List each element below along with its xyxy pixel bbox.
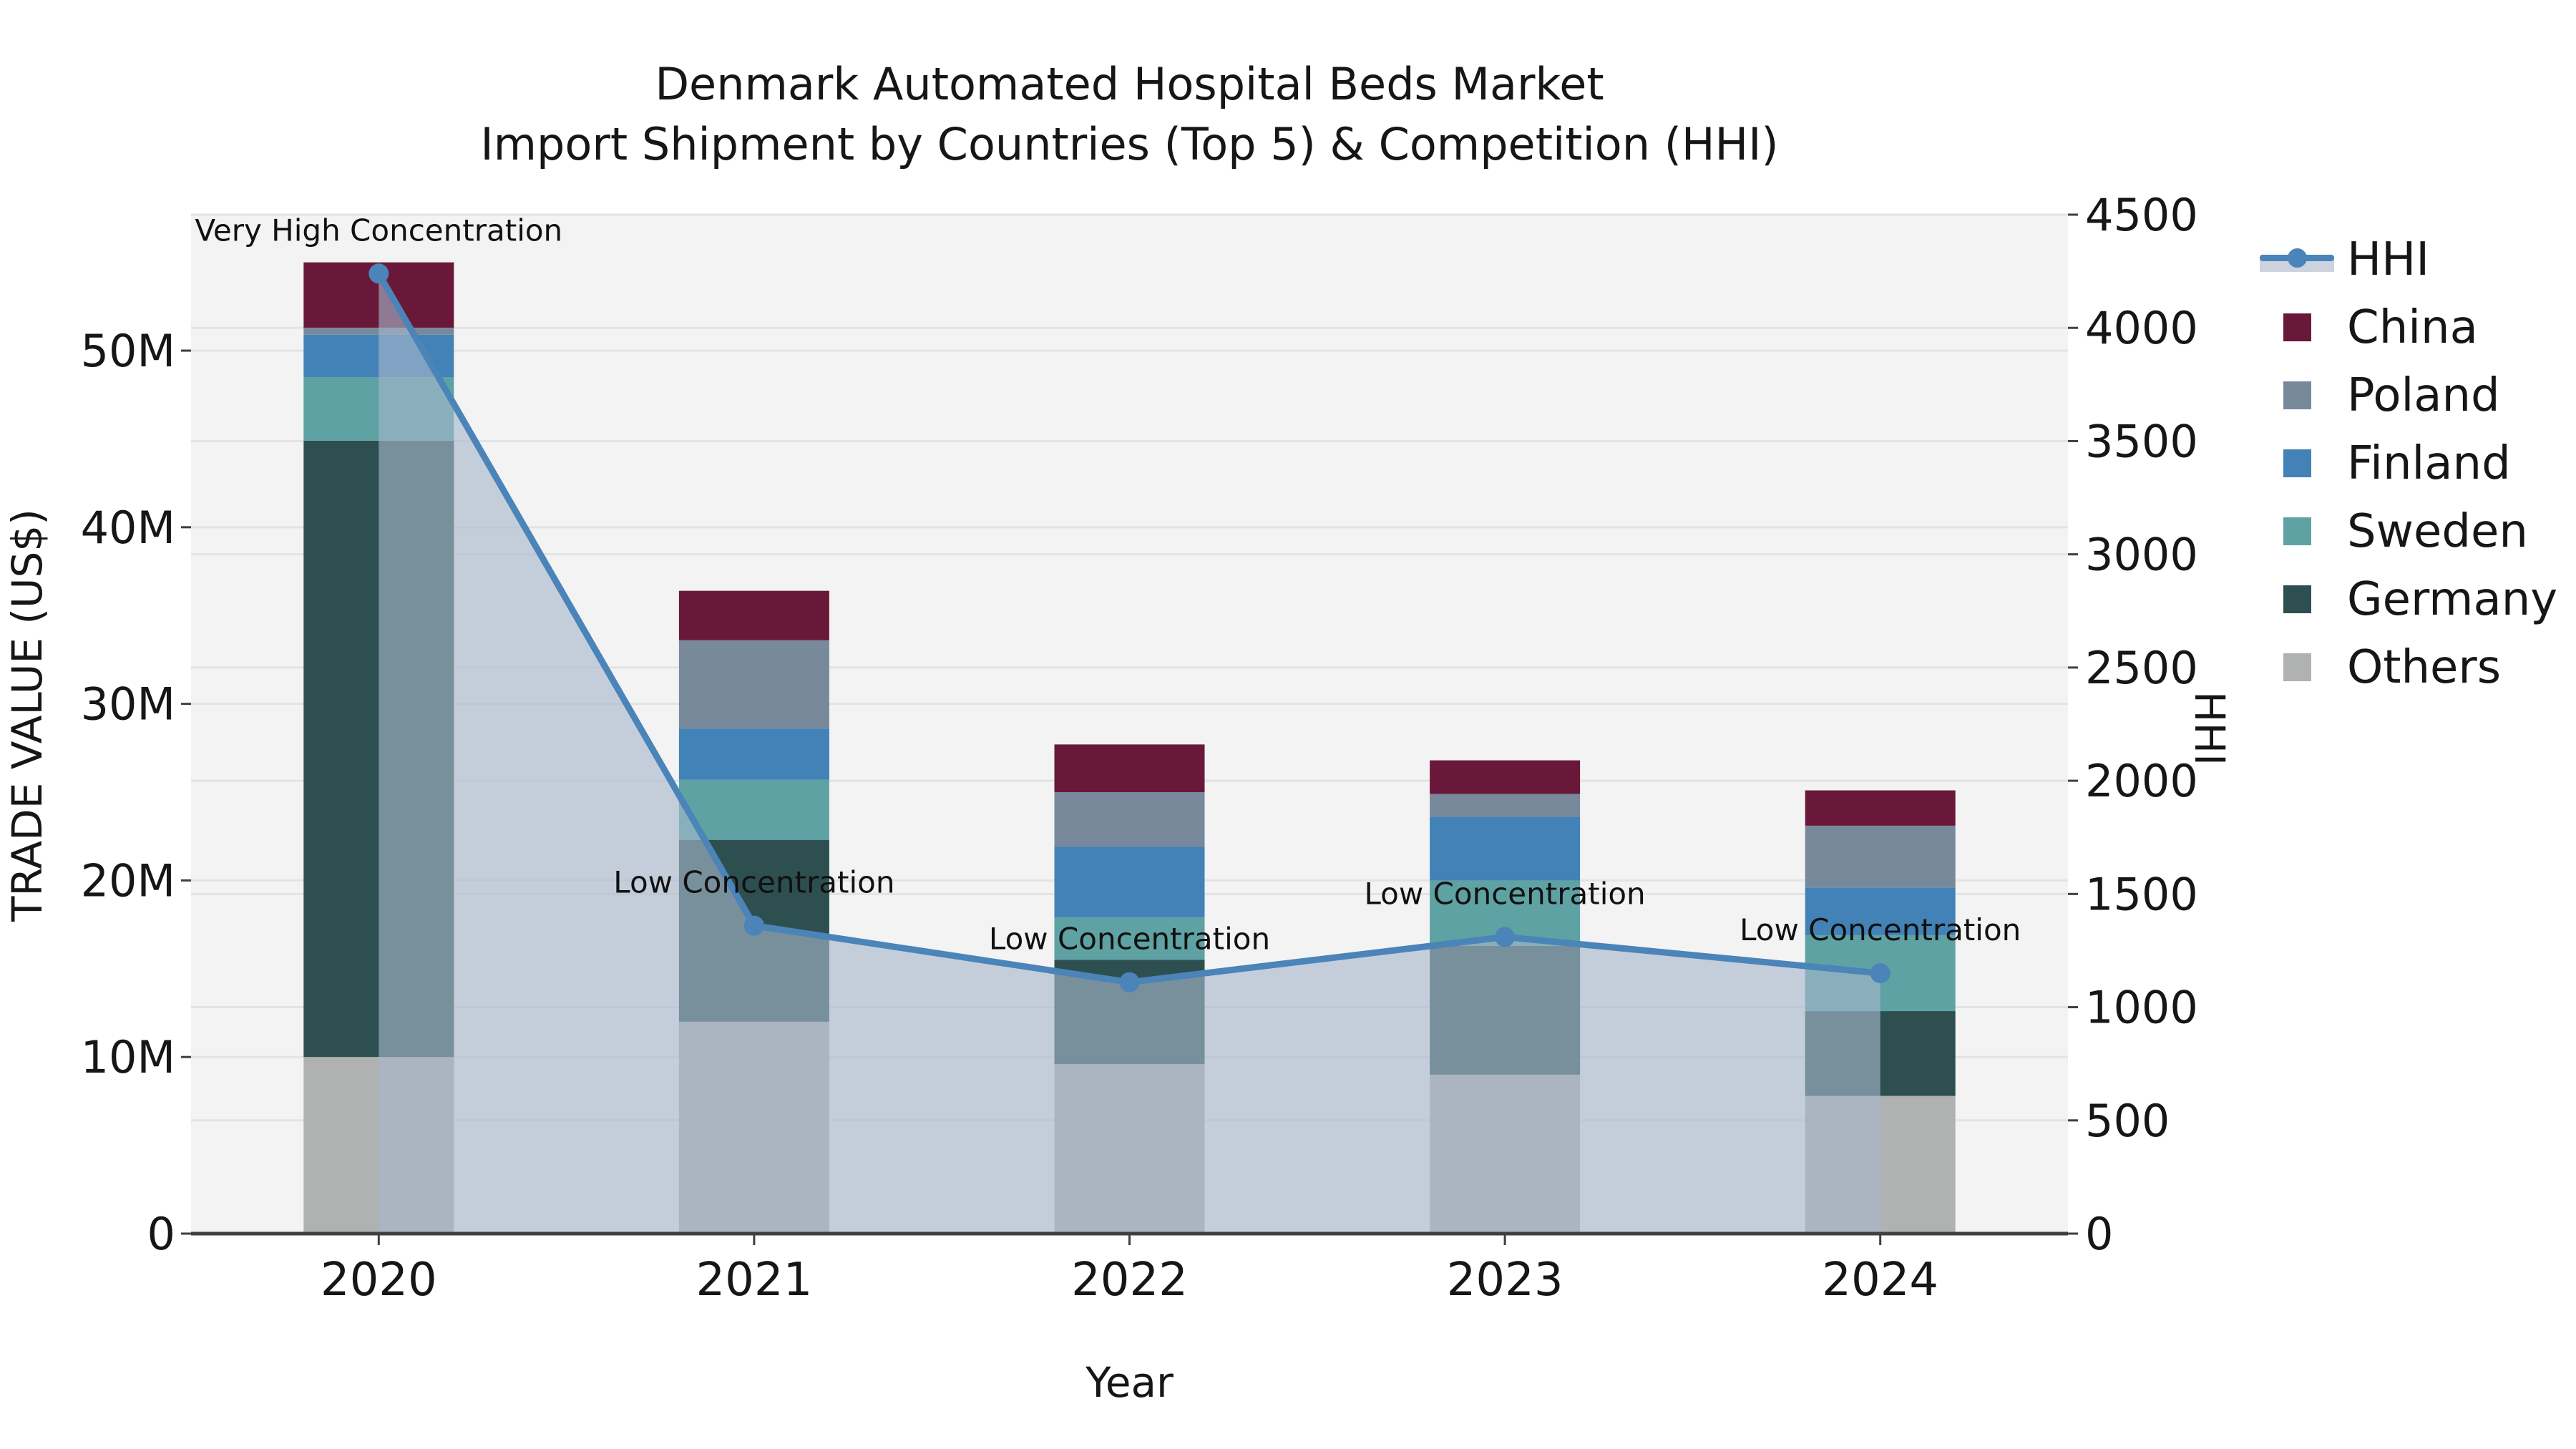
legend-label: Finland — [2347, 436, 2511, 490]
annotation-2022: Low Concentration — [989, 922, 1270, 957]
annotation-2021: Low Concentration — [613, 865, 894, 900]
chart-title-line1: Denmark Automated Hospital Beds Market — [655, 58, 1604, 110]
x-tick-labels: 2020 2021 2022 2023 2024 — [321, 1254, 1938, 1307]
legend-label: Germany — [2347, 572, 2558, 626]
hhi-area-fill — [379, 273, 1880, 1234]
legend-item-china: China — [2260, 293, 2557, 361]
y-left-tick-50M: 50M — [81, 325, 175, 377]
legend-item-sweden: Sweden — [2260, 497, 2557, 565]
annotation-2024: Low Concentration — [1740, 912, 2021, 947]
bar-segment-poland-2024 — [1805, 825, 1956, 888]
y-left-tick-40M: 40M — [81, 502, 175, 554]
legend-label: HHI — [2347, 233, 2430, 286]
legend-item-others: Others — [2260, 633, 2557, 701]
y-right-tick-0: 0 — [2085, 1208, 2113, 1260]
legend-swatch-germany — [2260, 585, 2334, 613]
hhi-marker-2021 — [743, 915, 764, 936]
x-tick-2020: 2020 — [321, 1254, 437, 1307]
bar-segment-poland-2022 — [1054, 792, 1205, 847]
bar-segment-china-2021 — [678, 590, 829, 640]
hhi-marker-2024 — [1870, 963, 1890, 984]
y-right-tick-500: 500 — [2085, 1095, 2170, 1147]
bar-segment-china-2024 — [1805, 790, 1956, 826]
legend-swatch-others — [2260, 653, 2334, 681]
bar-segment-finland-2023 — [1430, 816, 1581, 881]
hhi-marker-2020 — [369, 263, 389, 284]
hhi-markers — [369, 263, 1890, 992]
legend-label: China — [2347, 301, 2478, 354]
legend-item-poland: Poland — [2260, 361, 2557, 429]
bar-segment-poland-2021 — [678, 640, 829, 729]
y-right-tick-1500: 1500 — [2085, 868, 2198, 920]
chart-title-line2: Import Shipment by Countries (Top 5) & C… — [480, 118, 1779, 170]
legend: HHI China Poland Finland Sweden Germany Others — [2260, 225, 2557, 701]
legend-label: Poland — [2347, 369, 2500, 422]
y-right-tick-4500: 4500 — [2085, 189, 2198, 241]
y-left-tick-20M: 20M — [81, 854, 175, 907]
y-right-tick-2000: 2000 — [2085, 755, 2198, 807]
legend-label: Sweden — [2347, 504, 2528, 558]
hhi-line-symbol — [2260, 245, 2334, 275]
legend-item-finland: Finland — [2260, 429, 2557, 497]
legend-item-hhi: HHI — [2260, 225, 2557, 293]
legend-swatch-finland — [2260, 449, 2334, 477]
bar-segment-finland-2022 — [1054, 847, 1205, 918]
bar-segment-china-2022 — [1054, 744, 1205, 793]
bar-segment-finland-2021 — [678, 728, 829, 780]
bar-segment-china-2023 — [1430, 760, 1581, 794]
y-right-tick-1000: 1000 — [2085, 982, 2198, 1034]
y-axis-label-left: TRADE VALUE (US$) — [3, 509, 52, 922]
y-axis-label-right: HHI — [2185, 691, 2234, 766]
tick-marks — [181, 213, 2078, 1245]
y-right-tick-3000: 3000 — [2085, 529, 2198, 581]
annotations: Very High Concentration Low Concentration… — [195, 213, 2021, 956]
y-right-tick-4000: 4000 — [2085, 302, 2198, 354]
bar-segment-finland-2024 — [1805, 887, 1956, 935]
y-right-tick-2500: 2500 — [2085, 642, 2198, 694]
legend-swatch-sweden — [2260, 517, 2334, 545]
hhi-marker-2023 — [1495, 927, 1516, 947]
bar-segment-poland-2023 — [1430, 794, 1581, 817]
legend-item-germany: Germany — [2260, 565, 2557, 633]
legend-swatch-poland — [2260, 381, 2334, 409]
annotation-2023: Low Concentration — [1365, 876, 1646, 911]
y-right-tick-3500: 3500 — [2085, 415, 2198, 467]
hhi-marker-2022 — [1119, 972, 1140, 992]
x-axis-label: Year — [1085, 1358, 1174, 1407]
legend-swatch-china — [2260, 313, 2334, 341]
x-tick-2023: 2023 — [1447, 1254, 1563, 1307]
bar-segment-sweden-2022 — [1054, 917, 1205, 960]
y-left-tick-labels: 0 10M 20M 30M 40M 50M — [81, 325, 175, 1260]
y-left-tick-30M: 30M — [81, 678, 175, 731]
x-tick-2024: 2024 — [1822, 1254, 1938, 1307]
legend-label: Others — [2347, 640, 2502, 694]
x-tick-2021: 2021 — [696, 1254, 812, 1307]
x-tick-2022: 2022 — [1071, 1254, 1188, 1307]
y-right-tick-labels: 0 500 1000 1500 2000 2500 3000 3500 4000 4500 — [2085, 189, 2198, 1260]
annotation-2020: Very High Concentration — [195, 213, 562, 248]
chart-title: Denmark Automated Hospital Beds Market I… — [191, 54, 2068, 175]
y-left-tick-0: 0 — [147, 1208, 175, 1260]
bar-segment-sweden-2021 — [678, 779, 829, 840]
y-left-tick-10M: 10M — [81, 1031, 175, 1083]
